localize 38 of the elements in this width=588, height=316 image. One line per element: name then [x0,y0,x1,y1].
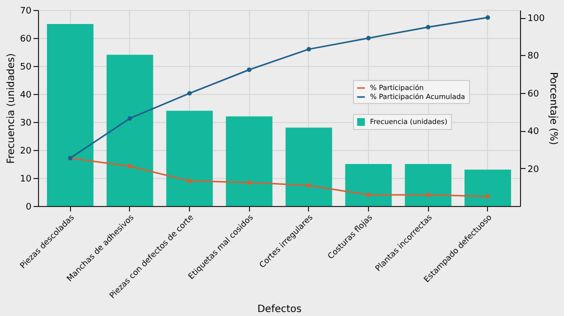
y2-tick-label: 40 [528,127,540,138]
y2-tick-label: 20 [528,164,540,175]
y-tick-label: 50 [20,62,32,72]
bar [345,164,392,206]
bar [106,54,154,206]
y2-tick-label: 100 [528,14,545,24]
y-tick-label: 30 [20,118,32,128]
y2-tick-label: 80 [528,52,540,62]
y2-axis-title: Porcentaje (%) [548,72,559,146]
y-axis-title: Frecuencia (unidades) [6,53,18,164]
bar [166,110,213,206]
point [246,68,252,72]
point [306,46,312,52]
y-tick-label: 60 [20,34,32,44]
point [246,180,252,185]
bar [286,128,332,206]
point [486,15,490,20]
y-tick-label: 0 [26,202,32,212]
x-axis-title: Defectos [257,304,302,316]
y-tick-label: 10 [20,174,32,184]
bar [226,116,272,206]
y-tick-label: 70 [20,6,32,16]
y2-tick-label: 60 [528,89,540,100]
point [128,116,132,121]
bar [464,170,512,206]
point [366,192,371,198]
y-tick-label: 40 [20,90,32,100]
point [306,183,312,188]
point [426,192,430,198]
point [486,194,490,199]
point [366,36,371,40]
y-tick-label: 20 [20,146,32,156]
point [187,178,192,184]
point [187,91,192,96]
bar [404,164,452,206]
point [128,164,132,168]
bar [46,24,94,206]
point [426,24,430,30]
